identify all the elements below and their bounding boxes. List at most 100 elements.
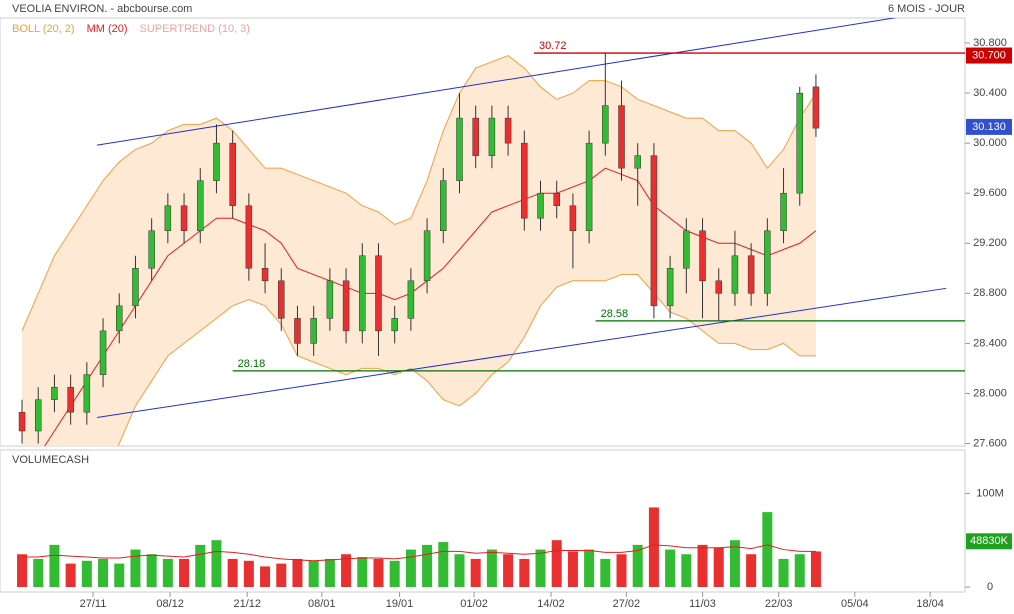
volume-bar bbox=[584, 549, 595, 587]
price-tag bbox=[966, 47, 1012, 64]
volume-bar bbox=[49, 544, 60, 587]
x-tick-label: 27/11 bbox=[80, 598, 107, 610]
candle-body bbox=[180, 205, 188, 231]
price-tag bbox=[966, 118, 1012, 135]
volume-bar bbox=[17, 554, 28, 587]
candle-body bbox=[375, 255, 382, 332]
moving-average bbox=[44, 167, 817, 446]
volume-bar bbox=[341, 554, 352, 587]
volume-bar bbox=[794, 554, 805, 587]
x-tick-label: 11/03 bbox=[689, 598, 716, 610]
volume-bar bbox=[98, 558, 109, 587]
volume-bar bbox=[600, 558, 611, 587]
y-tick-label: 28.800 bbox=[973, 287, 1007, 299]
candle-body bbox=[261, 268, 269, 282]
candle-body bbox=[83, 374, 91, 413]
candle-body bbox=[699, 230, 706, 282]
y-tick-label: 28.000 bbox=[973, 387, 1007, 399]
candle-body bbox=[132, 268, 139, 307]
trend-line bbox=[96, 18, 898, 146]
y-tick-label: 30.000 bbox=[973, 137, 1007, 149]
volume-bar bbox=[470, 558, 481, 587]
volume-title: VOLUMECASH bbox=[12, 454, 89, 466]
candle-body bbox=[359, 255, 366, 332]
y-tick-label: 30.800 bbox=[973, 37, 1007, 49]
candle-body bbox=[504, 117, 512, 144]
candle-body bbox=[796, 92, 803, 194]
volume-bar bbox=[179, 558, 190, 587]
candle-body bbox=[521, 142, 528, 219]
trend-line bbox=[96, 287, 947, 418]
candle-body bbox=[197, 180, 204, 231]
candle-body bbox=[731, 255, 739, 294]
candle-body bbox=[67, 386, 74, 413]
candle-body bbox=[229, 142, 236, 206]
volume-bar bbox=[632, 544, 643, 587]
price-tag bbox=[966, 533, 1012, 550]
candle-body bbox=[148, 230, 155, 269]
volume-bar bbox=[114, 563, 125, 587]
x-tick-label: 18/04 bbox=[916, 598, 944, 610]
candle-body bbox=[213, 142, 220, 181]
y-tick-label: 28.400 bbox=[973, 337, 1007, 349]
candle-body bbox=[245, 205, 253, 269]
volume-bar bbox=[162, 558, 173, 587]
candle-body bbox=[472, 117, 479, 156]
v-tick-label: 0 bbox=[987, 581, 993, 593]
volume-bar bbox=[486, 549, 497, 587]
x-tick-label: 08/12 bbox=[156, 598, 184, 610]
candle-body bbox=[423, 230, 431, 282]
candle-body bbox=[407, 280, 415, 319]
x-tick-label: 22/03 bbox=[765, 598, 793, 610]
volume-ma bbox=[22, 544, 816, 562]
volume-bar bbox=[130, 549, 141, 587]
period: 6 MOIS - JOUR bbox=[888, 3, 965, 15]
volume-bar bbox=[146, 554, 157, 587]
volume-bar bbox=[357, 557, 368, 587]
candle-body bbox=[650, 155, 658, 307]
volume-bar bbox=[810, 551, 821, 587]
candle-body bbox=[602, 105, 609, 144]
band-fill bbox=[22, 55, 816, 446]
volume-bar bbox=[422, 544, 433, 587]
candle-body bbox=[115, 305, 123, 332]
x-tick-label: 01/02 bbox=[460, 598, 488, 610]
volume-bar bbox=[697, 544, 708, 587]
candle-body bbox=[569, 205, 577, 231]
candle-body bbox=[18, 411, 26, 432]
volume-bar bbox=[713, 547, 724, 587]
candle-body bbox=[326, 280, 334, 319]
candle-body bbox=[488, 117, 496, 156]
level-label: 30.72 bbox=[539, 40, 567, 52]
candle-body bbox=[634, 155, 641, 169]
candle-body bbox=[456, 117, 463, 181]
volume-bar bbox=[308, 560, 319, 587]
boll-lower bbox=[117, 274, 816, 446]
volume-bar bbox=[665, 549, 676, 587]
volume-bar bbox=[243, 560, 254, 587]
candle-body bbox=[51, 386, 58, 400]
volume-bar bbox=[438, 542, 449, 587]
boll-upper bbox=[21, 54, 817, 332]
y-tick-label: 29.200 bbox=[973, 237, 1007, 249]
y-tick-label: 27.600 bbox=[973, 437, 1007, 449]
candle-body bbox=[310, 318, 317, 344]
x-tick-label: 14/02 bbox=[537, 598, 565, 610]
candle-body bbox=[342, 280, 350, 332]
volume-bar bbox=[373, 558, 384, 587]
volume-bar bbox=[616, 554, 627, 587]
candle-body bbox=[553, 192, 560, 206]
level-label: 28.18 bbox=[238, 358, 266, 370]
candle-body bbox=[537, 192, 544, 219]
volume-bar bbox=[389, 560, 400, 587]
candle-body bbox=[585, 142, 593, 231]
candle-body bbox=[780, 192, 787, 231]
candle-body bbox=[715, 280, 722, 294]
x-tick-label: 08/01 bbox=[308, 598, 336, 610]
y-tick-label: 30.400 bbox=[973, 87, 1007, 99]
price-tag-label: 30.130 bbox=[972, 121, 1006, 133]
volume-bar bbox=[195, 544, 206, 587]
volume-bar bbox=[519, 558, 530, 587]
x-tick-label: 19/01 bbox=[386, 598, 414, 610]
